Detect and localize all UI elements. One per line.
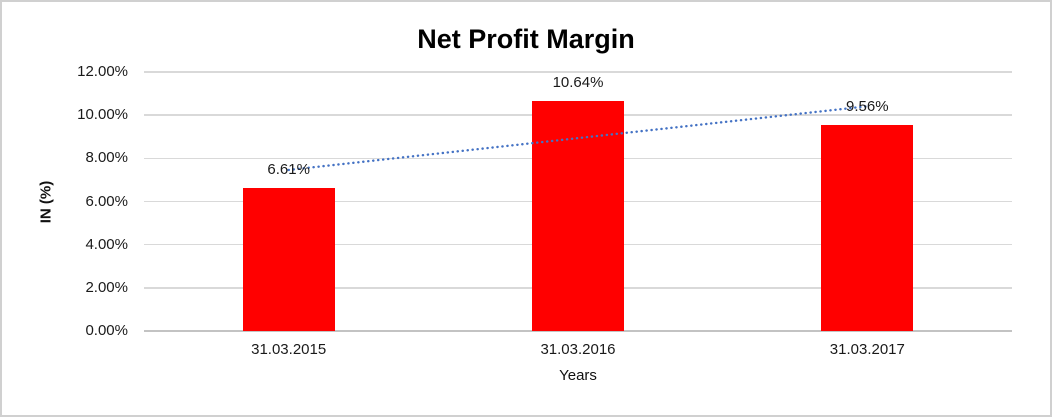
gridline: [144, 71, 1012, 73]
x-axis-line: [144, 330, 1012, 332]
x-axis-category-label: 31.03.2015: [251, 341, 327, 358]
bar-data-label: 10.64%: [552, 74, 604, 92]
y-axis-tick-label: 6.00%: [85, 192, 128, 210]
y-axis-tick-label: 4.00%: [85, 235, 128, 253]
x-axis-category-label: 31.03.2017: [829, 341, 905, 358]
y-axis-tick-label: 10.00%: [77, 106, 128, 124]
chart-title: Net Profit Margin: [417, 24, 635, 54]
bar: [821, 124, 914, 331]
y-axis-tick-label: 2.00%: [85, 278, 128, 296]
y-axis-tick-label: 0.00%: [85, 322, 128, 339]
x-axis-category-label: 31.03.2016: [540, 341, 616, 358]
bar-data-label: 6.61%: [267, 161, 310, 179]
y-axis-tick-label: 8.00%: [85, 149, 128, 167]
bar: [242, 188, 335, 331]
y-axis-tick-label: 12.00%: [77, 63, 128, 80]
bar: [532, 101, 624, 331]
bar-data-label: 9.56%: [846, 97, 889, 115]
x-axis-title: Years: [559, 367, 597, 384]
